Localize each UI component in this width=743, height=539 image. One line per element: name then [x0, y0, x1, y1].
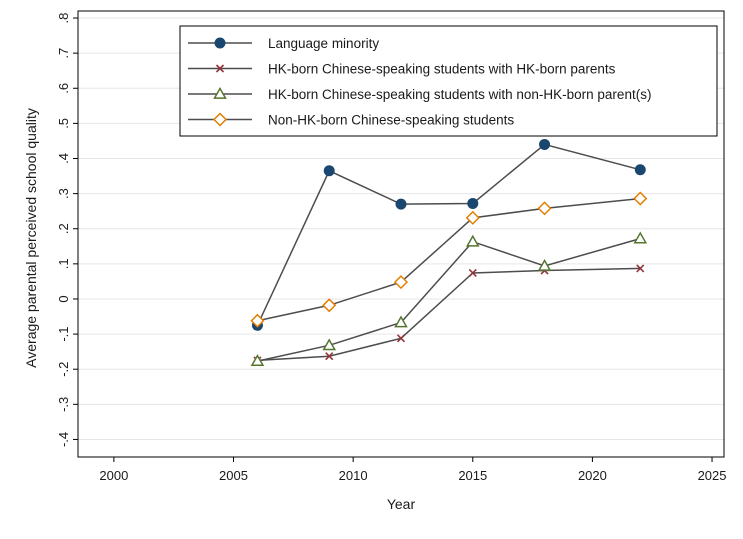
series-3-point	[465, 234, 480, 247]
series-1-point	[323, 165, 335, 177]
y-tick-label: 0	[56, 295, 71, 302]
y-axis: -.4 -.3 -.2 -.1 0 .1 .2 .3 .4 .5 .6 .7 .8	[56, 13, 78, 447]
series-1-point	[539, 138, 551, 150]
y-tick-label: .4	[56, 153, 71, 164]
legend-marker	[214, 37, 226, 49]
series-3-point	[537, 258, 552, 271]
legend-item-1: Language minority	[188, 36, 379, 51]
series-1	[251, 138, 646, 331]
x-marker-stroke	[636, 264, 645, 273]
legend-marker	[213, 86, 227, 99]
series-3-point	[633, 231, 648, 244]
series-4-point	[633, 191, 648, 206]
y-tick-label: .7	[56, 48, 71, 59]
series-1-line	[256, 143, 641, 326]
legend: Language minority HK-born Chinese-speakin…	[179, 25, 718, 137]
series-2-line	[257, 267, 641, 362]
series-1-point	[467, 197, 479, 209]
series-2-point	[396, 334, 406, 343]
series-2-point	[636, 264, 645, 273]
legend-item-4: Non-HK-born Chinese-speaking students	[188, 112, 514, 128]
x-tick-label: 2015	[458, 468, 487, 483]
y-tick-label: .6	[56, 83, 71, 94]
y-tick-label: .1	[56, 258, 71, 269]
series-4-point	[537, 201, 552, 216]
series-4-point	[393, 275, 409, 290]
x-tick-label: 2020	[578, 468, 607, 483]
series-group	[250, 138, 648, 367]
series-1-point	[395, 198, 407, 210]
series-4-line	[257, 197, 641, 322]
series-3-point	[394, 315, 408, 328]
legend-label: Non-HK-born Chinese-speaking students	[268, 113, 514, 128]
series-3-point	[250, 354, 265, 367]
y-tick-label: .2	[56, 223, 71, 234]
y-tick-label: -.4	[56, 432, 71, 447]
series-3-line	[257, 237, 641, 362]
x-marker-stroke	[215, 64, 225, 73]
series-2-point	[468, 268, 477, 278]
y-axis-label: Average parental perceived school qualit…	[23, 108, 39, 368]
legend-box	[179, 25, 718, 137]
x-axis-label: Year	[387, 496, 416, 512]
legend-item-3: HK-born Chinese-speaking students with n…	[188, 86, 651, 102]
series-2-point	[325, 352, 334, 361]
series-3-point	[322, 338, 337, 351]
y-tick-label: -.1	[56, 327, 71, 342]
series-4-point	[322, 298, 337, 313]
y-tick-label: .8	[56, 13, 71, 24]
y-tick-label: -.3	[56, 397, 71, 412]
x-tick-label: 2005	[219, 468, 248, 483]
series-4-point	[250, 313, 265, 328]
x-marker-stroke	[325, 352, 334, 361]
x-marker-stroke	[396, 334, 406, 343]
legend-label: Language minority	[268, 36, 379, 51]
y-tick-label: -.2	[56, 362, 71, 377]
x-tick-label: 2025	[698, 468, 727, 483]
y-tick-label: .5	[56, 118, 71, 129]
legend-marker	[212, 112, 228, 127]
legend-label: HK-born Chinese-speaking students with H…	[268, 62, 616, 77]
legend-item-2: HK-born Chinese-speaking students with H…	[188, 62, 616, 77]
series-4	[250, 191, 648, 328]
plot-frame	[77, 10, 725, 458]
series-3	[250, 231, 648, 367]
legend-label: HK-born Chinese-speaking students with n…	[268, 87, 651, 102]
x-tick-label: 2000	[99, 468, 128, 483]
x-marker-stroke	[468, 268, 477, 278]
series-1-point	[634, 164, 646, 176]
y-tick-label: .3	[56, 188, 71, 199]
series-4-point	[465, 210, 480, 225]
legend-marker	[215, 64, 225, 73]
x-axis: 2000 2005 2010 2015 2020 2025	[99, 457, 726, 483]
x-tick-label: 2010	[339, 468, 368, 483]
